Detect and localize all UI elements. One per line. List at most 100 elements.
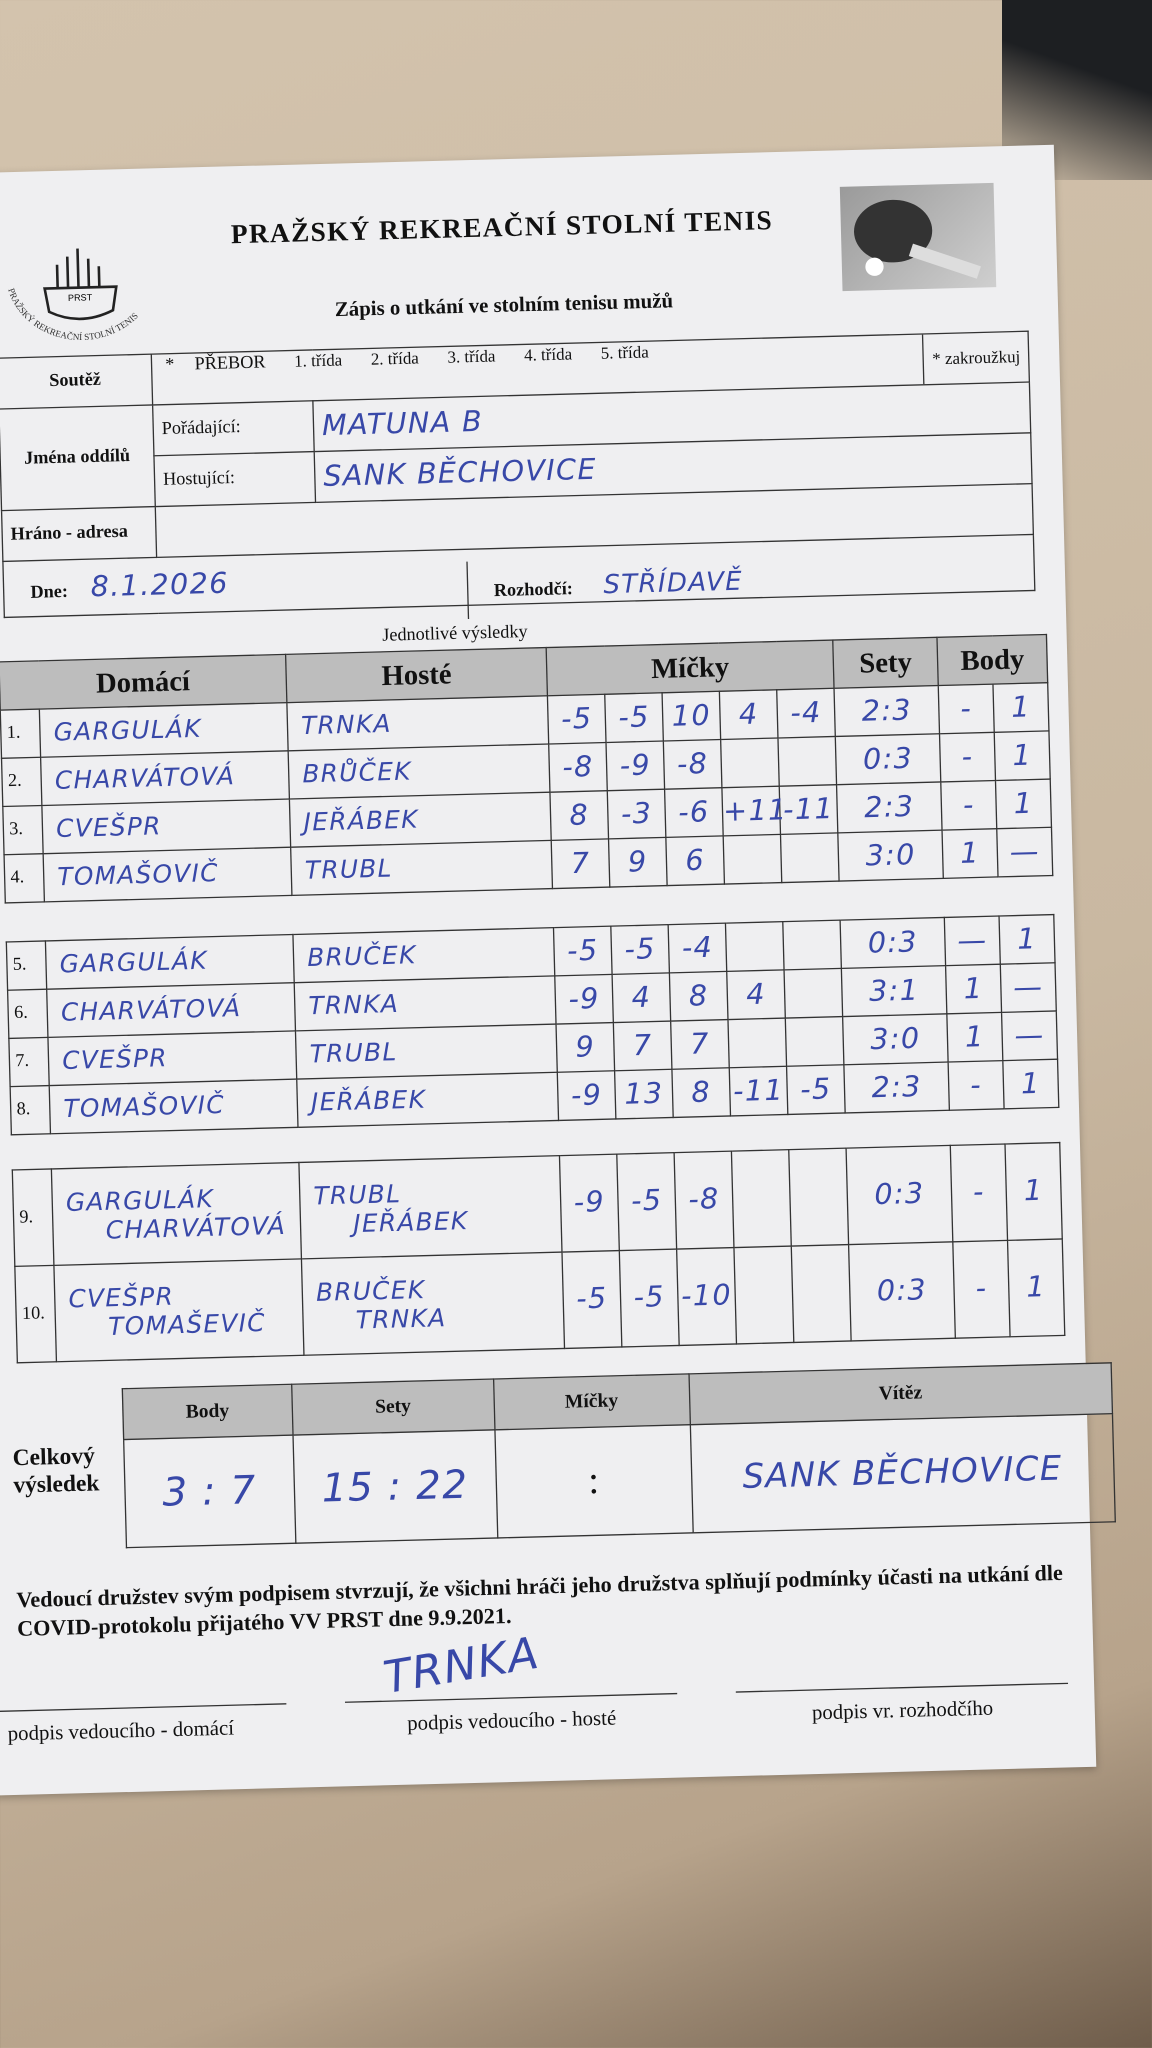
player-name: TOMAŠEVIČ bbox=[107, 1308, 267, 1341]
ball-score: 9 bbox=[608, 837, 668, 888]
referee: Rozhodčí: STŘÍDAVĚ bbox=[465, 553, 744, 619]
home-player: GARGULÁK CHARVÁTOVÁ bbox=[51, 1162, 302, 1266]
sets: 3:0 bbox=[837, 830, 944, 882]
bullet: * bbox=[165, 355, 175, 376]
row-number: 10. bbox=[14, 1265, 57, 1363]
player-name: CVEŠPR bbox=[61, 1044, 169, 1076]
ball-score bbox=[723, 834, 782, 885]
signature-label: podpis vedoucího - domácí bbox=[7, 1717, 235, 1746]
guest-player: TRNKA bbox=[294, 975, 557, 1031]
points: 1 bbox=[995, 779, 1052, 829]
signature-label: podpis vr. rozhodčího bbox=[811, 1697, 994, 1725]
ball-score: 13 bbox=[614, 1069, 674, 1119]
sets: 3:0 bbox=[842, 1013, 949, 1065]
home-player: CVEŠPR bbox=[41, 799, 291, 854]
player-name: TOMAŠOVIČ bbox=[63, 1090, 226, 1124]
signatures: podpis vedoucího - domácí podpis vedoucíh… bbox=[0, 145, 1069, 1746]
points: - bbox=[952, 1240, 1011, 1339]
home-player: CVEŠPR bbox=[47, 1030, 297, 1086]
ball-score bbox=[782, 920, 842, 970]
totals-value: 3 : 7 bbox=[123, 1435, 296, 1548]
player-name: TRNKA bbox=[300, 709, 393, 741]
guest-player: BRUČEK TRNKA bbox=[301, 1252, 565, 1356]
ball-score: -9 bbox=[554, 974, 614, 1025]
caption: Jednotlivé výsledky bbox=[381, 622, 528, 647]
ball-score: -5 bbox=[619, 1249, 680, 1347]
points: 1 bbox=[1005, 1142, 1063, 1241]
statement: Vedoucí družstev svým podpisem stvrzují,… bbox=[16, 1560, 1064, 1642]
ball-score: -8 bbox=[548, 742, 608, 793]
home-player: CVEŠPR TOMAŠEVIČ bbox=[53, 1258, 304, 1362]
label: Hostující: bbox=[153, 451, 316, 507]
sets: 2:3 bbox=[834, 685, 940, 737]
ball-score: -3 bbox=[607, 789, 666, 839]
paper: PRAŽSKÝ REKREAČNÍ STOLNÍ TENIS PRST PRAŽ… bbox=[0, 144, 1116, 1796]
value: 8.1.2026 bbox=[90, 567, 230, 604]
points: 1 bbox=[1002, 1059, 1059, 1109]
results-table: Domácí Hosté Míčky Sety Body 1. GARGULÁK TRNKA -… bbox=[0, 634, 1053, 904]
points: 1 bbox=[994, 730, 1051, 781]
option: 3. třída bbox=[447, 345, 496, 367]
options: PŘEBOR 1. třída 2. třída 3. třída 4. třída 5.… bbox=[194, 342, 677, 375]
player-name: BRUČEK bbox=[306, 941, 417, 973]
ball-score bbox=[731, 1149, 792, 1248]
subtitle: Zápis o utkání ve stolním tenisu mužů bbox=[334, 290, 674, 322]
guest-player: TRUBL JEŘÁBEK bbox=[298, 1155, 562, 1259]
option: 2. třída bbox=[370, 347, 420, 369]
results: Domácí Hosté Míčky Sety Body 1. GARGULÁK TRNKA -… bbox=[0, 145, 1065, 1363]
totals-value: SANK BĚCHOVICE bbox=[689, 1413, 1116, 1533]
note: * zakroužkuj bbox=[922, 332, 1021, 385]
ball-score: 7 bbox=[551, 838, 610, 889]
ball-score: -5 bbox=[547, 694, 607, 744]
ball-score: -5 bbox=[786, 1064, 846, 1115]
label: Pořádající: bbox=[152, 400, 315, 456]
ball-score bbox=[784, 968, 843, 1019]
row-number: 2. bbox=[1, 757, 42, 807]
player-name: CVEŠPR bbox=[55, 812, 163, 844]
totals-header-cell: Sety bbox=[291, 1379, 495, 1436]
totals-header-cell: Body bbox=[122, 1384, 293, 1440]
option: 4. třída bbox=[523, 343, 573, 365]
home-player: CHARVÁTOVÁ bbox=[40, 750, 290, 806]
guest-player: JEŘÁBEK bbox=[289, 792, 552, 848]
ball-score: 4 bbox=[612, 972, 671, 1023]
ball-score: 7 bbox=[613, 1021, 672, 1071]
sets: 2:3 bbox=[836, 781, 943, 833]
ball-score: -8 bbox=[674, 1151, 734, 1250]
home-player: TOMAŠOVIČ bbox=[49, 1079, 298, 1134]
photo bbox=[839, 182, 997, 292]
ball-score: 8 bbox=[671, 1067, 731, 1118]
ball-score bbox=[791, 1244, 852, 1343]
ball-score: 7 bbox=[670, 1019, 730, 1070]
title: PRAŽSKÝ REKREAČNÍ STOLNÍ TENIS bbox=[230, 204, 774, 250]
ball-score: -6 bbox=[664, 787, 724, 838]
ball-score: -5 bbox=[553, 926, 613, 976]
ball-score: -9 bbox=[557, 1070, 616, 1121]
header-cell: Hosté bbox=[285, 647, 548, 703]
totals-table: Celkový výsledek Body Sety Míčky Vítěz 3 : … bbox=[11, 1362, 1116, 1551]
label: Jména oddílů bbox=[0, 404, 156, 511]
player-name: GARGULÁK bbox=[59, 946, 209, 980]
ball-score: 8 bbox=[549, 790, 609, 841]
signature-label: podpis vedoucího - hosté bbox=[406, 1707, 617, 1736]
ball-score: 4 bbox=[719, 689, 778, 740]
home-player: TOMAŠOVIČ bbox=[43, 847, 292, 902]
header-cell: Sety bbox=[832, 637, 939, 689]
player-name: TRUBL bbox=[304, 854, 394, 886]
ball-score: 6 bbox=[665, 835, 725, 886]
sets: 2:3 bbox=[843, 1062, 950, 1113]
totals-value: : bbox=[494, 1424, 693, 1538]
option: 1. třída bbox=[293, 349, 343, 371]
row-number: 8. bbox=[10, 1085, 51, 1135]
sets: 0:3 bbox=[846, 1145, 953, 1245]
ball-score bbox=[788, 1148, 849, 1247]
points: 1 bbox=[1007, 1238, 1065, 1337]
player-name: JEŘÁBEK bbox=[303, 805, 420, 838]
header-cell: Domácí bbox=[0, 654, 287, 711]
ball-score bbox=[725, 921, 785, 972]
row-number: 6. bbox=[7, 989, 48, 1039]
row-number: 4. bbox=[4, 853, 45, 903]
points: — bbox=[996, 827, 1053, 877]
ball-score bbox=[777, 736, 837, 787]
label: Rozhodčí: bbox=[493, 579, 574, 601]
